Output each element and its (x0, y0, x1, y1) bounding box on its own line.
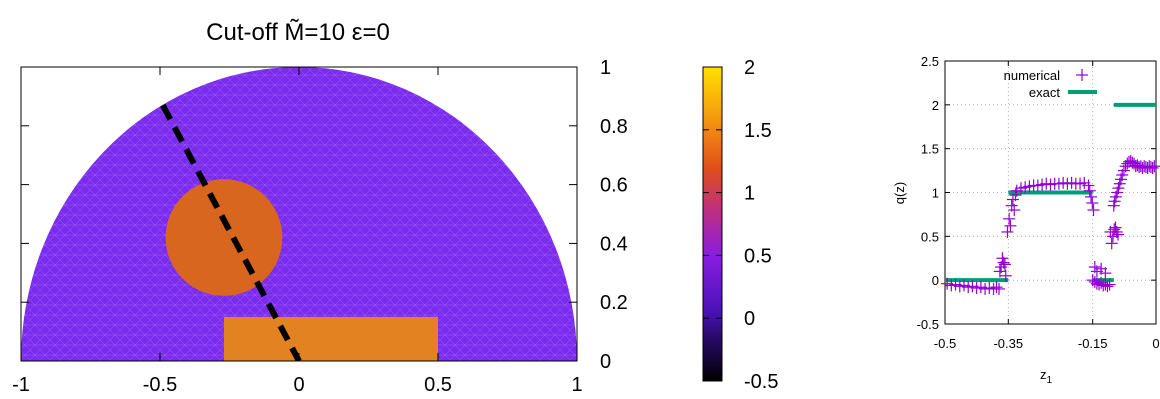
data-point (1008, 204, 1021, 217)
data-point (1110, 225, 1123, 238)
x-tick-label: 1 (571, 374, 582, 396)
triangle-mesh-overlay (21, 67, 577, 361)
data-point (993, 282, 1006, 295)
x-tick-label: -0.5 (934, 336, 956, 351)
colorbar-tick-label: 1.5 (744, 120, 772, 142)
y-axis-label: q(z) (892, 182, 907, 204)
data-point (1001, 225, 1014, 238)
scatter-panel: -0.5 -0.35 -0.15 0 -0.5 0 0.5 1 1.5 2 2.5 numeric… (892, 54, 1160, 386)
x-tick-label: 0 (1152, 336, 1159, 351)
data-point (1124, 154, 1137, 167)
x-tick-label: 0.5 (424, 374, 452, 396)
x-tick-label: -0.15 (1078, 336, 1108, 351)
y-tick-label: 0 (932, 273, 939, 288)
legend: numerical exact (1004, 68, 1097, 100)
data-point (1105, 237, 1118, 250)
y-tick-label: 0.2 (600, 292, 628, 314)
y-tick-label: -0.5 (917, 317, 939, 332)
y-tick-label: 1.5 (921, 142, 939, 157)
x-tick-label: -1 (12, 374, 30, 396)
y-tick-label: 0.4 (600, 233, 628, 255)
data-point (1146, 161, 1159, 174)
colorbar-gradient (702, 66, 723, 382)
data-point (1122, 155, 1135, 168)
x-tick-label: -0.5 (143, 374, 177, 396)
legend-plus (1076, 69, 1088, 81)
colorbar-tick-label: -0.5 (744, 371, 778, 393)
y-tick-label: 0.6 (600, 175, 628, 197)
data-point (1083, 184, 1096, 197)
heatmap-panel: Cut-off M̃=10 ε=0 -1 -0.5 0 0.5 1 0 0.2 0.4 0.6… (12, 19, 628, 396)
y-tick-label: 2 (932, 98, 939, 113)
y-tick-label: 0 (600, 351, 611, 373)
chart-title: Cut-off M̃=10 ε=0 (206, 19, 390, 46)
data-point (997, 256, 1010, 269)
data-point (990, 281, 1003, 294)
data-point (1101, 280, 1114, 293)
colorbar-tick-label: 2 (744, 57, 755, 79)
y-tick-label: 1 (932, 186, 939, 201)
disc-region (165, 179, 283, 296)
data-point (1004, 219, 1017, 232)
data-point (999, 269, 1012, 282)
y-tick-label: 1 (600, 57, 611, 79)
x-tick-label: -0.35 (993, 336, 1023, 351)
y-tick-label: 2.5 (921, 54, 939, 69)
x-axis-label: z1 (1040, 367, 1053, 386)
data-point (1144, 161, 1157, 174)
data-point (1099, 267, 1112, 280)
data-point (998, 258, 1011, 271)
data-point (1082, 179, 1095, 192)
data-point (1112, 228, 1125, 241)
data-point (1087, 204, 1100, 217)
x-tick-label: 0 (293, 374, 304, 396)
y-tick-label: 0.5 (921, 229, 939, 244)
y-tick-label: 0.8 (600, 116, 628, 138)
data-point (1088, 261, 1101, 274)
data-point (1103, 278, 1116, 291)
data-point (1085, 190, 1098, 203)
data-point (1003, 212, 1016, 225)
data-point (1148, 160, 1160, 173)
colorbar-tick-label: 1 (744, 183, 755, 205)
legend-label-exact: exact (1029, 85, 1060, 100)
colorbar: -0.5 0 0.5 1 1.5 2 (702, 57, 778, 393)
colorbar-tick-label: 0.5 (744, 245, 772, 267)
rectangle-region (223, 316, 438, 361)
legend-marker-numerical (1076, 69, 1088, 81)
colorbar-tick-label: 0 (744, 308, 755, 330)
data-point (1131, 159, 1144, 172)
data-point (1086, 197, 1099, 210)
legend-label-numerical: numerical (1004, 68, 1060, 83)
